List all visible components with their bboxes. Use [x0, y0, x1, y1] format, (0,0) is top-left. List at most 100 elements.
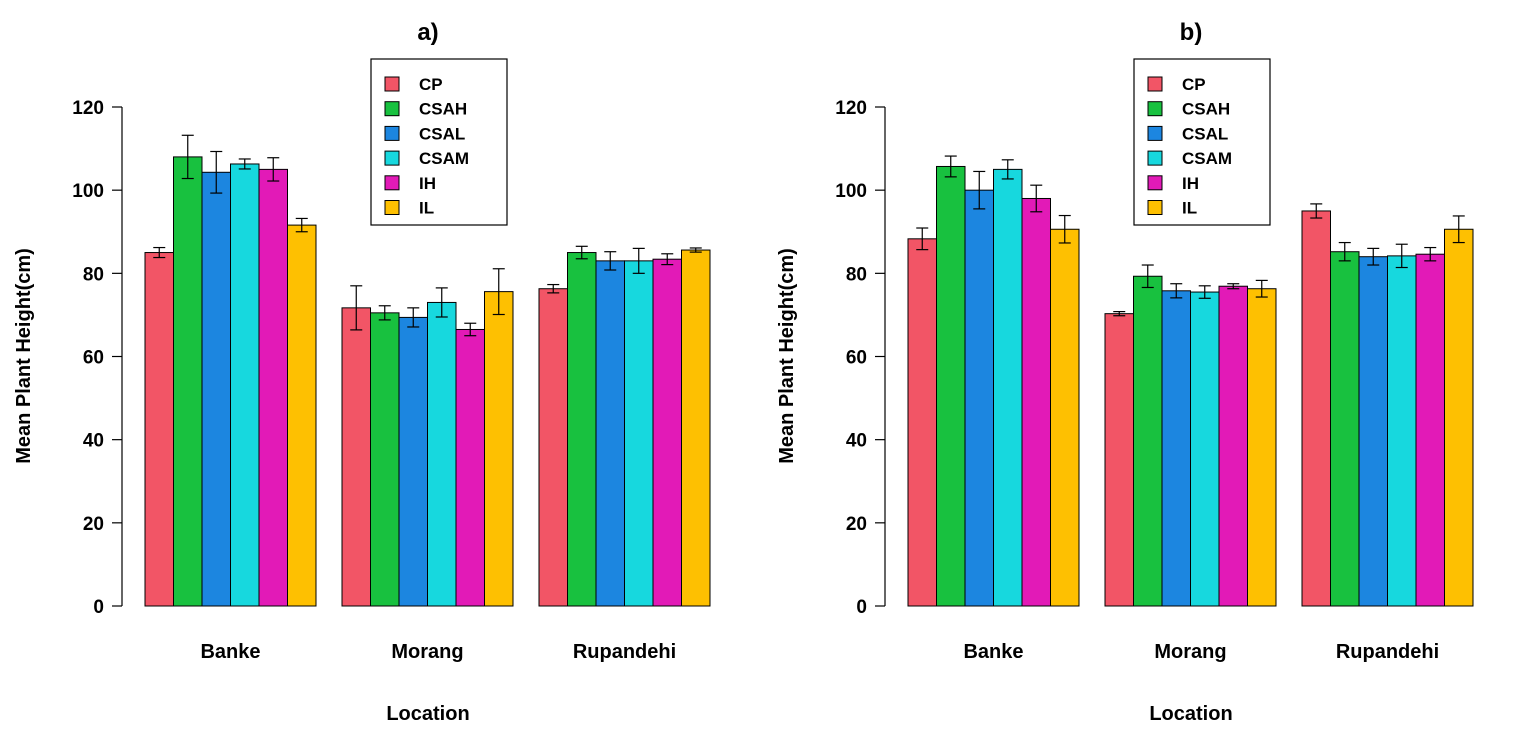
legend-item-cp: CP	[1147, 75, 1206, 94]
y-tick-label: 0	[93, 597, 104, 618]
legend-swatch	[384, 150, 400, 166]
legend-label: CSAL	[419, 124, 465, 143]
legend-item-csah: CSAH	[384, 100, 467, 119]
legend-label: CSAH	[1182, 100, 1230, 119]
legend-swatch	[384, 76, 400, 92]
y-tick-label: 120	[72, 98, 104, 119]
legend-item-cp: CP	[384, 75, 443, 94]
legend-swatch	[1147, 76, 1163, 92]
y-axis-label: Mean Plant Height(cm)	[13, 248, 35, 464]
bar	[1330, 251, 1360, 607]
bar	[398, 316, 428, 607]
bar	[173, 156, 203, 607]
bar-group-morang: Morang	[341, 268, 514, 663]
y-tick-label: 40	[83, 431, 104, 452]
x-axis-label: Location	[386, 703, 469, 725]
y-axis-label: Mean Plant Height(cm)	[776, 248, 798, 464]
legend-swatch	[1147, 125, 1163, 141]
bar	[1190, 291, 1220, 607]
bar	[427, 301, 457, 607]
legend-swatch	[1147, 101, 1163, 117]
bar	[455, 328, 485, 607]
legend-item-il: IL	[384, 199, 434, 218]
bar	[230, 163, 260, 607]
bar	[624, 260, 654, 607]
legend-label: IH	[419, 174, 436, 193]
bar	[1301, 210, 1331, 607]
bar	[1050, 228, 1080, 607]
y-tick-label: 60	[83, 348, 104, 369]
y-tick-label: 60	[846, 348, 867, 369]
chart-panel-b: b) 0 20 40 60 80 100 120 Mean Plant Height(cm) Ba…	[763, 0, 1526, 733]
bars: Banke Morang Rupandehi	[144, 134, 711, 663]
bar	[1387, 255, 1417, 607]
chart-a: a) 0 20 40 60 80 100 120 Mean Plant Height(cm) Ba…	[13, 19, 711, 725]
legend-swatch	[1147, 175, 1163, 191]
legend-swatch	[384, 175, 400, 191]
x-tick-label: Banke	[963, 641, 1023, 663]
y-tick-label: 100	[835, 181, 867, 202]
bar	[1161, 290, 1191, 607]
bar	[567, 252, 597, 607]
bar	[1358, 256, 1388, 607]
bar	[964, 189, 994, 607]
bar	[370, 312, 400, 607]
legend-label: IL	[1182, 199, 1197, 218]
legend-label: CSAM	[1182, 149, 1232, 168]
y-axis: 0 20 40 60 80 100 120	[835, 98, 886, 618]
y-tick-label: 120	[835, 98, 867, 119]
y-tick-label: 80	[846, 264, 867, 285]
legend-item-csam: CSAM	[384, 149, 469, 168]
x-tick-label: Banke	[200, 641, 260, 663]
legend-item-csal: CSAL	[1147, 124, 1228, 143]
legend-item-csah: CSAH	[1147, 100, 1230, 119]
bar	[936, 165, 966, 607]
y-tick-label: 100	[72, 181, 104, 202]
bar-group-banke: Banke	[144, 134, 317, 663]
legend-swatch	[384, 200, 400, 215]
bar	[201, 171, 231, 607]
legend-swatch	[1147, 200, 1163, 215]
x-tick-label: Rupandehi	[1336, 641, 1439, 663]
x-tick-label: Morang	[1154, 641, 1226, 663]
bar	[993, 168, 1023, 607]
bar	[287, 224, 317, 607]
legend-item-csam: CSAM	[1147, 149, 1232, 168]
y-axis: 0 20 40 60 80 100 120	[72, 98, 123, 618]
legend-label: CSAM	[419, 149, 469, 168]
legend-swatch	[384, 101, 400, 117]
bar	[1021, 197, 1051, 607]
bar-group-morang: Morang	[1104, 264, 1277, 663]
y-tick-label: 0	[856, 597, 867, 618]
bar	[1133, 275, 1163, 607]
legend-label: IL	[419, 199, 434, 218]
y-tick-label: 20	[846, 514, 867, 535]
chart-panel-a: a) 0 20 40 60 80 100 120 Mean Plant Height(cm) Ba…	[13, 19, 711, 725]
bar	[538, 288, 568, 607]
legend: CP CSAH CSAL CSAM IH IL	[370, 58, 508, 226]
bar	[595, 260, 625, 607]
chart-title: b)	[1180, 19, 1203, 46]
bar-group-rupandehi: Rupandehi	[538, 245, 711, 663]
y-tick-label: 20	[83, 514, 104, 535]
y-tick-label: 40	[846, 431, 867, 452]
bar	[681, 249, 711, 607]
chart-b: b) 0 20 40 60 80 100 120 Mean Plant Height(cm) Ba…	[776, 19, 1474, 725]
legend-swatch	[384, 125, 400, 141]
legend-item-ih: IH	[1147, 174, 1199, 193]
legend-label: CSAL	[1182, 124, 1228, 143]
legend-label: CP	[1182, 75, 1206, 94]
bar-group-banke: Banke	[907, 155, 1080, 663]
bar	[484, 291, 514, 607]
legend-swatch	[1147, 150, 1163, 166]
bar	[1104, 313, 1134, 607]
bar-group-rupandehi: Rupandehi	[1301, 203, 1474, 663]
bar	[258, 168, 288, 607]
bar	[144, 252, 174, 607]
bar	[341, 307, 371, 607]
bar	[1415, 253, 1445, 607]
legend-item-il: IL	[1147, 199, 1197, 218]
bar	[907, 238, 937, 607]
legend-label: CSAH	[419, 100, 467, 119]
